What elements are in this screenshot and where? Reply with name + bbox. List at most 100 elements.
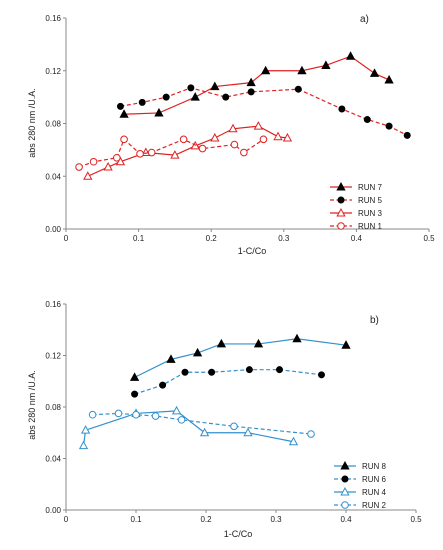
data-point	[190, 92, 200, 101]
panel-b: b) abs 280 nm /U.A. 1-C/Co 0 0.1 0.2 0.3 0.4…	[27, 300, 422, 539]
data-point	[363, 116, 371, 124]
tick-labels: 0 0.1 0.2 0.3 0.4 0.5 0.00 0.04 0.08 0.12 0.16	[45, 14, 435, 243]
series-line	[134, 338, 347, 378]
series-run-7	[119, 51, 394, 118]
data-point	[113, 153, 121, 162]
data-point	[141, 147, 151, 157]
legend-marker	[337, 196, 345, 204]
data-point	[179, 135, 188, 144]
x-tick-label: 0.3	[278, 234, 290, 243]
data-point	[338, 105, 346, 113]
data-point	[147, 148, 156, 157]
data-point	[131, 390, 139, 398]
data-point	[181, 368, 189, 376]
x-tick-label: 0.2	[206, 234, 218, 243]
legend-entry: RUN 3	[330, 207, 383, 218]
x-tick-label: 0.3	[270, 515, 282, 524]
data-point	[385, 122, 393, 130]
series-run-5	[116, 84, 411, 139]
data-point	[88, 410, 97, 419]
y-tick-label: 0.12	[45, 67, 61, 76]
plot-area	[75, 51, 411, 180]
data-point	[166, 354, 176, 363]
data-point	[341, 340, 351, 349]
data-point	[154, 107, 164, 117]
panel-label: a)	[360, 14, 369, 25]
x-axis-label: 1-C/Co	[224, 529, 253, 539]
data-point	[222, 93, 230, 101]
panel-label: b)	[370, 315, 379, 326]
y-tick-label: 0.16	[45, 300, 61, 309]
legend-entry: RUN 1	[330, 222, 383, 231]
series-run-3	[83, 121, 293, 180]
legend-marker	[341, 501, 349, 509]
legend-label: RUN 8	[362, 462, 387, 471]
data-point	[80, 425, 91, 434]
y-tick-label: 0.00	[45, 225, 61, 234]
y-tick-label: 0.08	[45, 120, 61, 129]
data-point	[192, 347, 203, 357]
data-point	[297, 65, 307, 75]
y-tick-label: 0.00	[45, 506, 61, 515]
data-point	[120, 135, 128, 144]
data-point	[228, 123, 238, 133]
data-point	[116, 102, 124, 110]
data-point	[259, 135, 268, 144]
data-point	[132, 410, 140, 419]
data-point	[78, 440, 89, 450]
y-tick-label: 0.08	[45, 403, 61, 412]
tick-labels: 0 0.1 0.2 0.3 0.4 0.5 0.00 0.04 0.08 0.12 0.16	[45, 300, 422, 524]
data-point	[103, 161, 113, 171]
x-tick-label: 0.1	[130, 515, 142, 524]
legend-entry: RUN 4	[334, 486, 387, 497]
plot-area	[78, 333, 351, 450]
x-tick-label: 0	[64, 234, 69, 243]
data-point	[318, 371, 325, 379]
series-run-1	[75, 135, 268, 171]
series-run-8	[129, 333, 351, 381]
data-point	[247, 88, 255, 96]
legend: RUN 7 RUN 5 RUN 3 RUN 1	[330, 181, 383, 231]
axes	[63, 17, 430, 232]
data-point	[240, 148, 248, 157]
data-point	[210, 81, 220, 91]
x-tick-label: 0.4	[351, 234, 363, 243]
series-run-2	[88, 409, 315, 438]
legend-entry: RUN 2	[334, 501, 387, 510]
data-point	[276, 366, 283, 374]
legend-label: RUN 5	[358, 196, 383, 205]
data-point	[369, 68, 380, 77]
data-point	[288, 436, 299, 446]
data-point	[199, 427, 210, 437]
data-point	[75, 163, 83, 171]
legend-entry: RUN 7	[330, 181, 383, 192]
legend-marker	[340, 486, 350, 496]
series-run-4	[78, 405, 299, 450]
data-point	[282, 132, 293, 142]
data-point	[151, 412, 160, 420]
legend-marker	[336, 181, 346, 191]
data-point	[230, 140, 239, 149]
data-point	[136, 150, 144, 158]
data-point	[261, 65, 271, 75]
data-point	[83, 171, 93, 180]
x-tick-label: 0.5	[423, 234, 435, 243]
x-tick-label: 0	[64, 515, 69, 524]
data-point	[162, 93, 170, 101]
data-point	[114, 409, 123, 418]
data-point	[321, 60, 331, 69]
x-tick-label: 0.5	[410, 515, 422, 524]
data-point	[159, 381, 167, 389]
series-line	[82, 410, 294, 446]
legend-marker	[340, 460, 350, 470]
series-line	[87, 125, 288, 177]
legend-entry: RUN 5	[330, 196, 383, 205]
legend-entry: RUN 6	[334, 475, 387, 484]
data-point	[170, 150, 180, 159]
y-tick-label: 0.04	[45, 172, 61, 181]
data-point	[307, 430, 315, 438]
legend-label: RUN 6	[362, 475, 387, 484]
data-point	[171, 405, 182, 415]
data-point	[198, 144, 207, 153]
